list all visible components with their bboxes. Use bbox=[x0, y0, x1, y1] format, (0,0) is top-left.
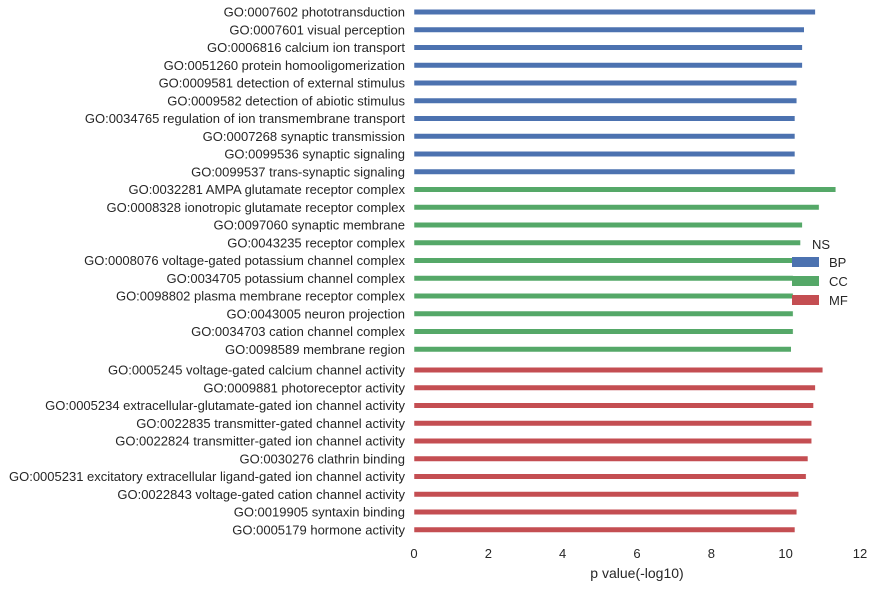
bar-mf bbox=[413, 420, 812, 427]
y-tick-label: GO:0098802 plasma membrane receptor comp… bbox=[116, 289, 406, 304]
y-tick-label: GO:0006816 calcium ion transport bbox=[207, 40, 405, 55]
bar-mf bbox=[413, 402, 814, 409]
x-tick-label: 10 bbox=[778, 546, 792, 561]
x-tick-label: 8 bbox=[708, 546, 715, 561]
y-tick-label: GO:0022824 transmitter-gated ion channel… bbox=[115, 434, 405, 449]
bar-cc bbox=[413, 186, 837, 193]
bar-mf bbox=[413, 526, 796, 533]
bar-mf bbox=[413, 455, 809, 462]
bar-mf bbox=[413, 367, 824, 373]
y-tick-label: GO:0005234 extracellular-glutamate-gated… bbox=[45, 398, 405, 413]
legend-title: NS bbox=[812, 237, 830, 252]
bar-cc bbox=[413, 222, 803, 228]
legend-label-mf: MF bbox=[829, 293, 848, 308]
y-tick-label: GO:0034765 regulation of ion transmembra… bbox=[85, 111, 406, 126]
bar-cc bbox=[413, 293, 794, 299]
legend-label-cc: CC bbox=[829, 274, 848, 289]
y-tick-label: GO:0043235 receptor complex bbox=[227, 235, 405, 250]
bar-cc bbox=[413, 328, 794, 335]
y-tick-label: GO:0007602 phototransduction bbox=[224, 5, 405, 20]
y-tick-label: GO:0008328 ionotropic glutamate receptor… bbox=[107, 200, 406, 215]
y-tick-label: GO:0043005 neuron projection bbox=[226, 306, 405, 321]
bar-mf bbox=[413, 384, 816, 391]
legend-swatch-bp bbox=[792, 257, 819, 267]
y-tick-label: GO:0009581 detection of external stimulu… bbox=[159, 76, 406, 91]
bar-cc bbox=[413, 275, 794, 282]
bar-cc bbox=[413, 204, 820, 211]
bar-bp bbox=[413, 97, 798, 104]
x-tick-label: 12 bbox=[853, 546, 867, 561]
bar-mf bbox=[413, 438, 812, 444]
bar-bp bbox=[413, 115, 796, 122]
bar-bp bbox=[413, 133, 796, 140]
x-tick-labels: 0 2 4 6 8 10 12 bbox=[410, 546, 867, 561]
y-tick-label: GO:0009881 photoreceptor activity bbox=[203, 380, 405, 395]
y-tick-label: GO:0030276 clathrin binding bbox=[239, 451, 405, 466]
bar-mf bbox=[413, 473, 807, 480]
y-tick-label: GO:0008076 voltage-gated potassium chann… bbox=[84, 253, 405, 268]
bar-mf bbox=[413, 509, 798, 515]
bar-bp bbox=[413, 80, 798, 86]
bar-bp bbox=[413, 26, 805, 33]
bar-bp bbox=[413, 9, 816, 15]
y-tick-label: GO:0097060 synaptic membrane bbox=[214, 218, 406, 233]
y-tick-label: GO:0019905 syntaxin binding bbox=[234, 505, 405, 520]
y-tick-label: GO:0099536 synaptic signaling bbox=[224, 147, 405, 162]
legend-label-bp: BP bbox=[829, 255, 846, 270]
legend-swatch-cc bbox=[792, 276, 819, 286]
legend-items: BP CC MF bbox=[792, 255, 848, 308]
bar-cc bbox=[413, 346, 792, 353]
x-tick-label: 2 bbox=[485, 546, 492, 561]
bar-cc bbox=[413, 257, 794, 264]
legend-swatch-mf bbox=[792, 295, 819, 305]
bar-bp bbox=[413, 151, 796, 157]
y-tick-label: GO:0099537 trans-synaptic signaling bbox=[191, 164, 405, 179]
legend: NS BP CC MF bbox=[792, 237, 848, 308]
y-tick-label: GO:0007601 visual perception bbox=[229, 22, 405, 37]
y-tick-label: GO:0009582 detection of abiotic stimulus bbox=[167, 93, 405, 108]
y-tick-label: GO:0032281 AMPA glutamate receptor compl… bbox=[128, 182, 405, 197]
y-tick-label: GO:0005245 voltage-gated calcium channel… bbox=[108, 363, 406, 378]
bars-group bbox=[413, 9, 837, 533]
bar-cc bbox=[413, 310, 794, 317]
y-tick-label: GO:0005179 hormone activity bbox=[232, 522, 405, 537]
y-tick-label: GO:0098589 membrane region bbox=[225, 342, 405, 357]
bar-bp bbox=[413, 62, 803, 69]
y-tick-label: GO:0007268 synaptic transmission bbox=[203, 129, 405, 144]
bar-cc bbox=[413, 239, 801, 246]
x-tick-label: 6 bbox=[633, 546, 640, 561]
bar-bp bbox=[413, 44, 803, 51]
y-tick-label: GO:0034705 potassium channel complex bbox=[167, 271, 406, 286]
y-tick-label: GO:0051260 protein homooligomerization bbox=[164, 58, 405, 73]
y-tick-labels: GO:0007602 phototransduction GO:0007601 v… bbox=[9, 5, 406, 538]
x-tick-label: 0 bbox=[410, 546, 417, 561]
y-tick-label: GO:0022843 voltage-gated cation channel … bbox=[117, 487, 405, 502]
bar-mf bbox=[413, 491, 799, 498]
x-axis-label: p value(-log10) bbox=[590, 565, 683, 581]
bar-bp bbox=[413, 168, 796, 175]
y-tick-label: GO:0022835 transmitter-gated channel act… bbox=[136, 416, 405, 431]
y-tick-label: GO:0034703 cation channel complex bbox=[191, 324, 405, 339]
y-tick-label: GO:0005231 excitatory extracellular liga… bbox=[9, 469, 406, 484]
x-tick-label: 4 bbox=[559, 546, 566, 561]
